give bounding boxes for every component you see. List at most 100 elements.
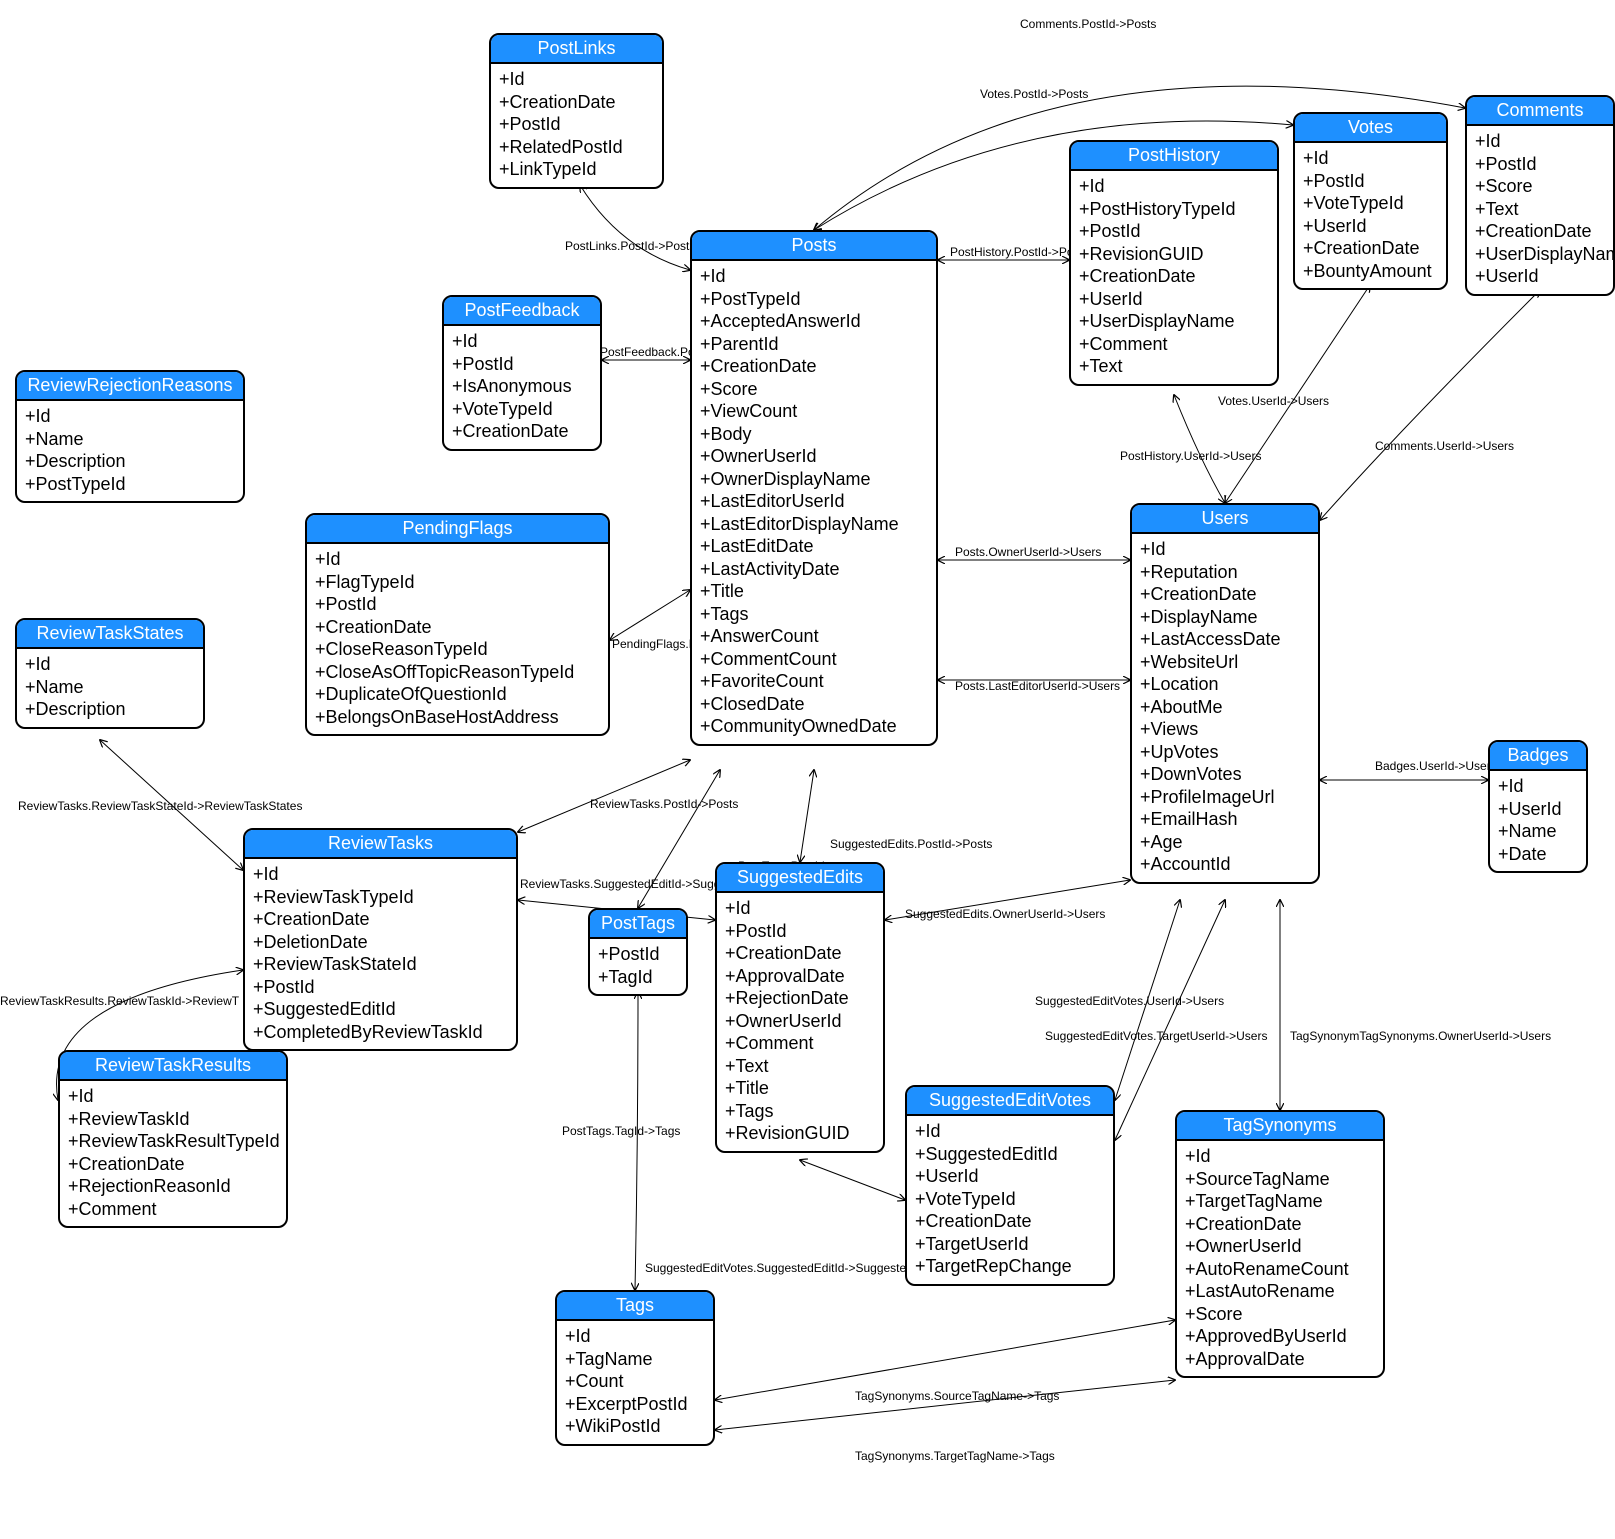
edge [1115, 900, 1225, 1140]
entity-title: ReviewTaskStates [17, 620, 203, 649]
entity-field: +TargetUserId [915, 1233, 1105, 1256]
entity-field: +DeletionDate [253, 931, 508, 954]
entity-title: PostFeedback [444, 297, 600, 326]
entity-field: +UserId [1475, 265, 1605, 288]
entity-field: +PostId [1475, 153, 1605, 176]
edge-label: Comments.PostId->Posts [1020, 17, 1156, 31]
entity-posts: Posts+Id+PostTypeId+AcceptedAnswerId+Par… [690, 230, 938, 746]
entity-field: +AboutMe [1140, 696, 1310, 719]
entity-field: +CreationDate [315, 616, 600, 639]
entity-title: Badges [1490, 742, 1586, 771]
entity-field: +WebsiteUrl [1140, 651, 1310, 674]
edge [1115, 900, 1180, 1100]
entity-title: Comments [1467, 97, 1613, 126]
entity-field: +IsAnonymous [452, 375, 592, 398]
entity-field: +ApprovedByUserId [1185, 1325, 1375, 1348]
entity-fields: +Id+Name+Description [17, 649, 203, 727]
entity-fields: +Id+PostHistoryTypeId+PostId+RevisionGUI… [1071, 171, 1277, 384]
entity-field: +ApprovalDate [1185, 1348, 1375, 1371]
edge-label: Posts.OwnerUserId->Users [955, 545, 1101, 559]
entity-title: ReviewRejectionReasons [17, 372, 243, 401]
edge [635, 992, 638, 1290]
edge-label: Votes.PostId->Posts [980, 87, 1088, 101]
entity-votes: Votes+Id+PostId+VoteTypeId+UserId+Creati… [1293, 112, 1448, 290]
entity-title: Tags [557, 1292, 713, 1321]
edge-label: SuggestedEdits.PostId->Posts [830, 837, 992, 851]
entity-field: +AutoRenameCount [1185, 1258, 1375, 1281]
entity-field: +Id [1185, 1145, 1375, 1168]
entity-field: +CreationDate [1185, 1213, 1375, 1236]
entity-fields: +PostId+TagId [590, 939, 686, 994]
entity-field: +Id [725, 897, 875, 920]
edge-label: SuggestedEditVotes.UserId->Users [1035, 994, 1224, 1008]
edge-label: PostLinks.PostId->Posts [565, 239, 695, 253]
entity-field: +Text [1475, 198, 1605, 221]
entity-badges: Badges+Id+UserId+Name+Date [1488, 740, 1588, 873]
entity-field: +AcceptedAnswerId [700, 310, 928, 333]
edge [715, 1380, 1175, 1430]
entity-field: +EmailHash [1140, 808, 1310, 831]
entity-field: +Id [315, 548, 600, 571]
entity-reviewrejectionreasons: ReviewRejectionReasons+Id+Name+Descripti… [15, 370, 245, 503]
entity-fields: +Id+FlagTypeId+PostId+CreationDate+Close… [307, 544, 608, 734]
entity-field: +DuplicateOfQuestionId [315, 683, 600, 706]
entity-field: +Id [915, 1120, 1105, 1143]
entity-field: +CommentCount [700, 648, 928, 671]
edge-label: TagSynonyms.SourceTagName->Tags [855, 1389, 1059, 1403]
edge [800, 1160, 905, 1200]
entity-field: +Id [68, 1085, 278, 1108]
entity-field: +LastEditDate [700, 535, 928, 558]
entity-field: +UserId [1498, 798, 1578, 821]
entity-field: +TargetRepChange [915, 1255, 1105, 1278]
edge-label: TagSynonymTagSynonyms.OwnerUserId->Users [1290, 1029, 1551, 1043]
entity-reviewtasks: ReviewTasks+Id+ReviewTaskTypeId+Creation… [243, 828, 518, 1051]
entity-field: +VoteTypeId [915, 1188, 1105, 1211]
entity-field: +ReviewTaskId [68, 1108, 278, 1131]
edge [885, 880, 1130, 920]
entity-fields: +Id+PostTypeId+AcceptedAnswerId+ParentId… [692, 261, 936, 744]
edge-label: ReviewTasks.ReviewTaskStateId->ReviewTas… [18, 799, 302, 813]
entity-reviewtaskstates: ReviewTaskStates+Id+Name+Description [15, 618, 205, 729]
entity-field: +CreationDate [68, 1153, 278, 1176]
entity-field: +Title [700, 580, 928, 603]
entity-field: +Comment [1079, 333, 1269, 356]
entity-field: +UserDisplayName [1475, 243, 1605, 266]
entity-field: +Tags [700, 603, 928, 626]
entity-field: +CreationDate [253, 908, 508, 931]
entity-field: +BelongsOnBaseHostAddress [315, 706, 600, 729]
edge-label: SuggestedEdits.OwnerUserId->Users [905, 907, 1105, 921]
entity-field: +AnswerCount [700, 625, 928, 648]
entity-field: +VoteTypeId [452, 398, 592, 421]
entity-field: +SuggestedEditId [915, 1143, 1105, 1166]
entity-users: Users+Id+Reputation+CreationDate+Display… [1130, 503, 1320, 884]
entity-field: +RevisionGUID [725, 1122, 875, 1145]
entity-field: +ReviewTaskTypeId [253, 886, 508, 909]
entity-fields: +Id+PostId+CreationDate+ApprovalDate+Rej… [717, 893, 883, 1151]
entity-field: +Comment [725, 1032, 875, 1055]
entity-field: +PostId [452, 353, 592, 376]
entity-field: +DisplayName [1140, 606, 1310, 629]
entity-field: +SuggestedEditId [253, 998, 508, 1021]
entity-fields: +Id+SourceTagName+TargetTagName+Creation… [1177, 1141, 1383, 1376]
entity-field: +Id [700, 265, 928, 288]
entity-posthistory: PostHistory+Id+PostHistoryTypeId+PostId+… [1069, 140, 1279, 386]
entity-title: SuggestedEdits [717, 864, 883, 893]
edge [1174, 395, 1225, 503]
entity-field: +CreationDate [1303, 237, 1438, 260]
entity-field: +OwnerUserId [725, 1010, 875, 1033]
entity-field: +CreationDate [1079, 265, 1269, 288]
entity-field: +UserId [915, 1165, 1105, 1188]
entity-field: +PostId [253, 976, 508, 999]
entity-field: +ExcerptPostId [565, 1393, 705, 1416]
entity-title: Votes [1295, 114, 1446, 143]
entity-field: +RejectionDate [725, 987, 875, 1010]
entity-field: +Age [1140, 831, 1310, 854]
entity-fields: +Id+TagName+Count+ExcerptPostId+WikiPost… [557, 1321, 713, 1444]
entity-field: +PostId [1303, 170, 1438, 193]
entity-title: PostHistory [1071, 142, 1277, 171]
edge-label: SuggestedEditVotes.TargetUserId->Users [1045, 1029, 1267, 1043]
entity-field: +TargetTagName [1185, 1190, 1375, 1213]
entity-field: +LastEditorDisplayName [700, 513, 928, 536]
entity-field: +PostId [725, 920, 875, 943]
edge [800, 770, 814, 862]
